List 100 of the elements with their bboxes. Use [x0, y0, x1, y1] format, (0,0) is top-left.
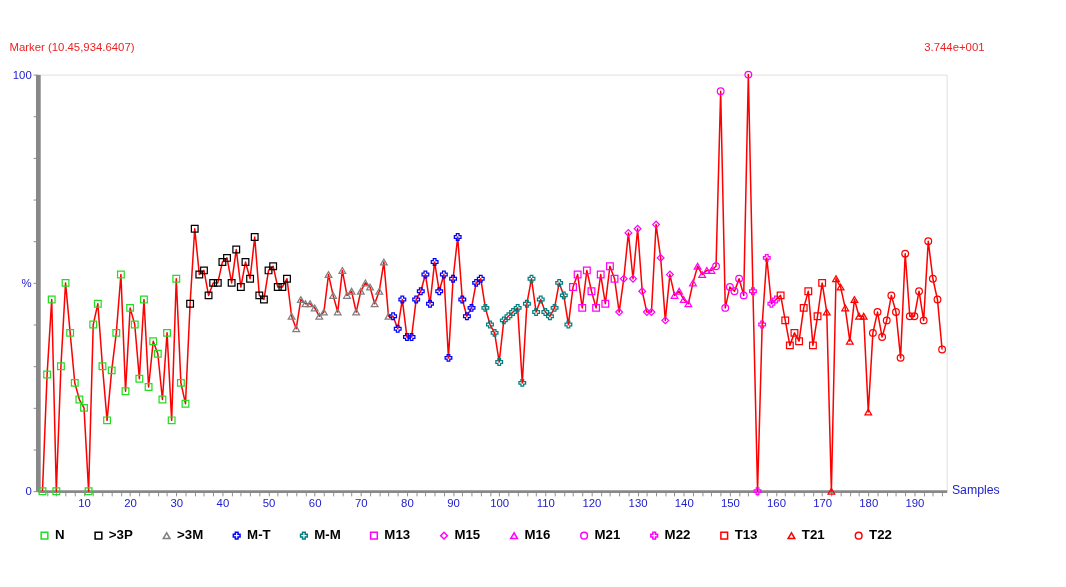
point [629, 274, 637, 283]
point [172, 274, 181, 283]
point [642, 308, 651, 317]
point [227, 278, 236, 287]
point [278, 283, 287, 292]
point [158, 395, 167, 404]
point [338, 266, 347, 274]
x-tick-label: 170 [813, 496, 833, 509]
point [52, 487, 61, 496]
point [310, 304, 319, 312]
point [43, 370, 52, 379]
point [758, 320, 767, 329]
point [167, 416, 176, 425]
point [804, 287, 813, 296]
point [878, 333, 887, 342]
point [785, 341, 794, 350]
x-tick-label: 10 [78, 496, 91, 509]
point [855, 312, 864, 320]
point [776, 291, 785, 300]
point [269, 262, 278, 271]
point [675, 287, 684, 295]
point [264, 266, 273, 275]
point [910, 312, 919, 321]
point [98, 362, 107, 371]
point [343, 291, 351, 299]
point [569, 283, 577, 292]
point [472, 278, 481, 287]
point [716, 87, 725, 96]
point [481, 303, 490, 312]
point [518, 378, 527, 387]
point [850, 296, 859, 304]
point [402, 333, 411, 342]
point [407, 333, 416, 342]
point [559, 291, 568, 300]
point [615, 308, 624, 317]
point [347, 287, 356, 295]
point [730, 287, 739, 296]
point [61, 278, 70, 287]
point [379, 258, 388, 266]
point [735, 274, 744, 283]
x-tick-label: 160 [767, 496, 786, 509]
point [550, 303, 559, 312]
point [605, 262, 614, 271]
point [596, 270, 605, 279]
legend-label: T22 [869, 527, 892, 543]
point [748, 287, 757, 296]
point [486, 320, 494, 329]
point [84, 487, 93, 496]
point [647, 308, 656, 317]
point [781, 316, 790, 325]
x-tick-label: 90 [447, 496, 460, 509]
point [799, 303, 808, 312]
point [610, 274, 619, 283]
point [818, 278, 827, 287]
point [587, 287, 596, 296]
point [689, 279, 697, 287]
point [790, 328, 799, 337]
point [453, 233, 462, 242]
point [370, 300, 379, 308]
point [449, 274, 458, 283]
y-tick-label: % [21, 277, 32, 290]
point [140, 295, 148, 304]
point [352, 308, 361, 316]
point [532, 308, 541, 317]
point [679, 296, 688, 304]
point [698, 271, 707, 279]
point [892, 308, 900, 317]
point [163, 328, 172, 337]
point [541, 308, 550, 317]
point [426, 299, 434, 308]
legend-label: >3M [177, 527, 204, 543]
point [813, 312, 822, 321]
point [582, 266, 591, 275]
x-tick-label: 180 [859, 496, 879, 509]
point [135, 374, 144, 383]
point [232, 245, 241, 254]
point [739, 291, 748, 300]
point [795, 337, 804, 346]
legend-label: M22 [664, 527, 691, 543]
point [938, 345, 947, 354]
point [329, 291, 338, 299]
point [661, 316, 670, 325]
point [915, 287, 923, 296]
point [107, 366, 116, 375]
point [250, 233, 259, 242]
point [467, 303, 476, 312]
point [283, 274, 291, 283]
x-tick-label: 130 [628, 496, 648, 509]
point [707, 266, 716, 274]
point [619, 274, 628, 283]
point [633, 224, 642, 233]
point [375, 287, 384, 295]
point [522, 299, 531, 308]
point [905, 312, 914, 321]
y-tick-label: 100 [12, 68, 32, 81]
point [241, 258, 250, 267]
point [435, 287, 444, 296]
point [324, 271, 333, 279]
legend-label: T21 [801, 527, 825, 543]
y-tick-label: 0 [25, 485, 32, 498]
